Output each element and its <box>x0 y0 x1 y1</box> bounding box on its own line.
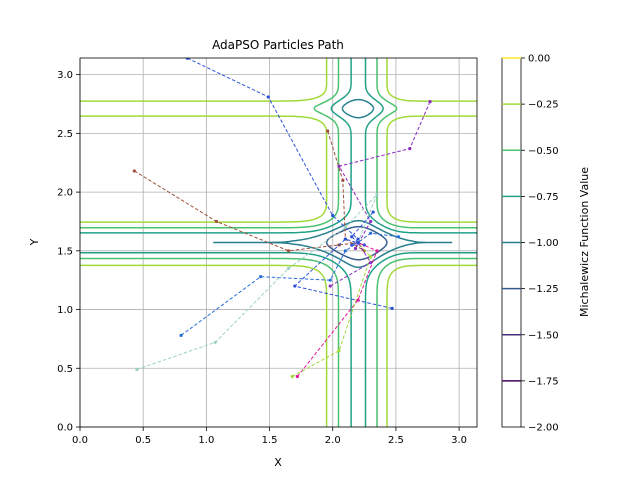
plot-frame <box>79 57 478 428</box>
particle-point <box>408 147 412 151</box>
particle-point <box>290 374 294 379</box>
particle-point <box>369 255 373 259</box>
x-tick-label: 2.5 <box>388 435 404 446</box>
particle-point <box>214 219 219 224</box>
particle-point <box>266 95 270 99</box>
x-tick-label: 1.5 <box>262 435 278 446</box>
particle-point <box>428 100 432 104</box>
particle-point <box>331 213 335 218</box>
particle-path-5 <box>293 238 393 309</box>
y-tick-label: 1.0 <box>57 305 73 316</box>
particle-path-8 <box>292 242 372 377</box>
particle-point <box>259 275 263 279</box>
colorbar-tick-label: −1.25 <box>528 284 559 295</box>
particle-point <box>369 260 373 265</box>
particle-paths <box>132 58 432 379</box>
y-tick-label: 2.0 <box>57 188 73 199</box>
particle-point <box>356 240 360 245</box>
colorbar-tick-label: −1.75 <box>528 376 559 387</box>
particle-point <box>343 225 347 229</box>
particle-point <box>295 374 299 379</box>
particle-point <box>390 306 394 310</box>
contour-level-1 <box>80 58 477 427</box>
y-tick-label: 0.5 <box>57 364 73 375</box>
particle-path-2 <box>327 130 365 252</box>
x-tick-label: 1.0 <box>198 435 214 446</box>
particle-point <box>353 246 358 251</box>
y-axis-label: Y <box>28 238 41 246</box>
y-tick-label: 0.0 <box>57 423 73 434</box>
colorbar-tick-label: −0.25 <box>528 100 559 111</box>
particle-point <box>328 278 332 282</box>
colorbar-tick-label: −2.00 <box>528 423 559 434</box>
y-tick-label: 3.0 <box>57 70 73 81</box>
colorbar-label: Michalewicz Function Value <box>578 167 591 317</box>
particle-point <box>369 219 373 224</box>
colorbar-tick-label: −0.75 <box>528 192 559 203</box>
particle-point <box>375 192 379 197</box>
x-tick-label: 3.0 <box>451 435 467 446</box>
particle-point <box>132 169 136 173</box>
particle-point <box>341 178 345 182</box>
particle-point <box>326 129 330 133</box>
particle-point <box>396 235 401 239</box>
particle-point <box>135 367 139 372</box>
x-axis-ticks: 0.0 0.5 1.0 1.5 2.0 2.5 3.0 <box>72 427 467 446</box>
particle-point <box>286 266 291 271</box>
particle-point <box>328 284 332 288</box>
x-tick-label: 2.0 <box>325 435 341 446</box>
chart-title: AdaPSO Particles Path <box>212 38 344 52</box>
particle-point <box>179 333 183 337</box>
contour-level-0 <box>80 58 477 427</box>
particle-point <box>362 243 366 247</box>
colorbar: 0.00 −0.25 −0.50 −0.75 −1.00 −1.25 −1.50 −1.75 −… <box>501 54 559 434</box>
y-axis-ticks: 0.0 0.5 1.0 1.5 2.0 2.5 3.0 <box>57 70 80 434</box>
contour-level-3 <box>213 98 453 269</box>
particle-point <box>369 231 373 235</box>
particle-point <box>185 58 190 60</box>
particle-point <box>356 237 360 241</box>
particle-point <box>375 249 379 253</box>
particle-path-3 <box>134 170 359 252</box>
colorbar-tick-label: 0.00 <box>528 54 550 65</box>
particle-point <box>293 284 297 288</box>
particle-point <box>356 298 360 302</box>
y-tick-label: 1.5 <box>57 246 73 257</box>
y-tick-label: 2.5 <box>57 129 73 140</box>
particle-point <box>343 249 347 253</box>
particle-point <box>343 237 347 241</box>
contour-level-2 <box>80 58 477 427</box>
x-tick-label: 0.0 <box>72 435 88 446</box>
particle-path-6 <box>136 194 378 370</box>
contour-lines <box>80 58 477 427</box>
particle-path-7 <box>297 242 378 377</box>
particle-point <box>213 340 217 345</box>
x-axis-label: X <box>274 456 282 469</box>
x-tick-label: 0.5 <box>135 435 151 446</box>
particle-point <box>337 349 341 353</box>
particle-point <box>286 249 291 253</box>
colorbar-tick-label: −1.50 <box>528 330 559 341</box>
colorbar-tick-label: −1.00 <box>528 238 559 249</box>
particle-point <box>371 210 375 214</box>
colorbar-tick-label: −0.50 <box>528 146 559 157</box>
particle-point <box>350 235 354 239</box>
